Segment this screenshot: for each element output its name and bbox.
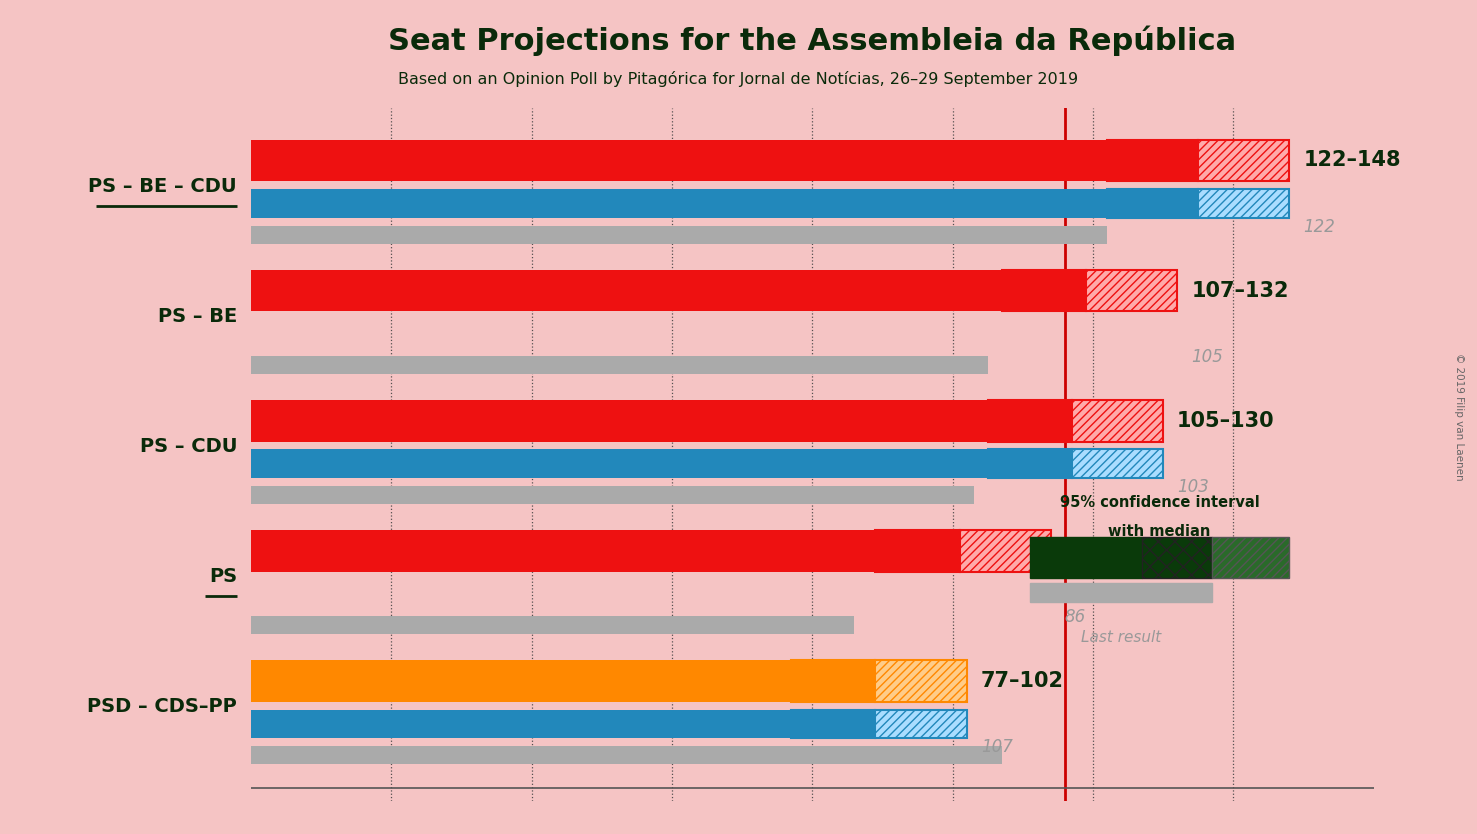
Bar: [251, 355, 988, 374]
Text: 105–130: 105–130: [1177, 410, 1275, 430]
Text: 103: 103: [1177, 478, 1210, 496]
Bar: [1142, 536, 1213, 578]
Bar: [1072, 450, 1164, 478]
Text: © 2019 Filip van Laenen: © 2019 Filip van Laenen: [1455, 353, 1464, 481]
Bar: [1072, 399, 1164, 441]
Bar: [251, 530, 876, 571]
Bar: [876, 710, 967, 738]
Bar: [792, 661, 876, 701]
Bar: [960, 530, 1052, 571]
Text: 107: 107: [981, 738, 1013, 756]
Bar: [1198, 139, 1289, 181]
Bar: [1029, 583, 1213, 601]
Bar: [251, 485, 973, 504]
Bar: [1086, 269, 1177, 311]
Bar: [876, 530, 960, 571]
Text: PS: PS: [208, 567, 238, 586]
Bar: [1072, 399, 1164, 441]
Bar: [1108, 139, 1198, 181]
Bar: [960, 530, 1052, 571]
Text: 95% confidence interval: 95% confidence interval: [1060, 495, 1260, 510]
Text: PS – BE – CDU: PS – BE – CDU: [89, 177, 238, 196]
Bar: [988, 399, 1072, 441]
Bar: [251, 710, 792, 738]
Bar: [1108, 189, 1198, 218]
Text: PS – CDU: PS – CDU: [139, 437, 238, 456]
Text: 122: 122: [1304, 218, 1335, 236]
Bar: [251, 189, 1108, 218]
Bar: [1086, 269, 1177, 311]
Bar: [988, 399, 1072, 441]
Bar: [1198, 139, 1289, 181]
Bar: [1029, 536, 1142, 578]
Bar: [251, 399, 988, 441]
Text: PSD – CDS–PP: PSD – CDS–PP: [87, 697, 238, 716]
Bar: [251, 615, 854, 634]
Bar: [876, 661, 967, 701]
Title: Seat Projections for the Assembleia da República: Seat Projections for the Assembleia da R…: [388, 26, 1236, 56]
Text: 107–132: 107–132: [1192, 280, 1289, 300]
Bar: [1108, 139, 1198, 181]
Bar: [1001, 269, 1086, 311]
Bar: [1001, 269, 1086, 311]
Bar: [251, 661, 792, 701]
Bar: [251, 139, 1108, 181]
Bar: [792, 710, 876, 738]
Bar: [1198, 189, 1289, 218]
Text: 89–114: 89–114: [1065, 540, 1148, 560]
Text: PS – BE: PS – BE: [158, 307, 238, 326]
Bar: [792, 710, 876, 738]
Bar: [1142, 536, 1213, 578]
Bar: [876, 530, 960, 571]
Text: 122–148: 122–148: [1304, 150, 1402, 170]
Bar: [988, 450, 1072, 478]
Text: 77–102: 77–102: [981, 671, 1063, 691]
Bar: [1108, 189, 1198, 218]
Bar: [251, 746, 1001, 764]
Bar: [988, 450, 1072, 478]
Bar: [876, 710, 967, 738]
Text: 105: 105: [1192, 348, 1223, 366]
Bar: [876, 661, 967, 701]
Text: Based on an Opinion Poll by Pitagórica for Jornal de Notícias, 26–29 September 2: Based on an Opinion Poll by Pitagórica f…: [399, 71, 1078, 88]
Bar: [251, 225, 1108, 244]
Bar: [1213, 536, 1289, 578]
Bar: [1213, 536, 1289, 578]
Bar: [792, 661, 876, 701]
Bar: [1198, 189, 1289, 218]
Text: with median: with median: [1108, 524, 1211, 539]
Text: Last result: Last result: [1081, 631, 1161, 646]
Bar: [1072, 450, 1164, 478]
Text: 86: 86: [1065, 608, 1086, 626]
Bar: [251, 269, 1001, 311]
Bar: [251, 450, 988, 478]
